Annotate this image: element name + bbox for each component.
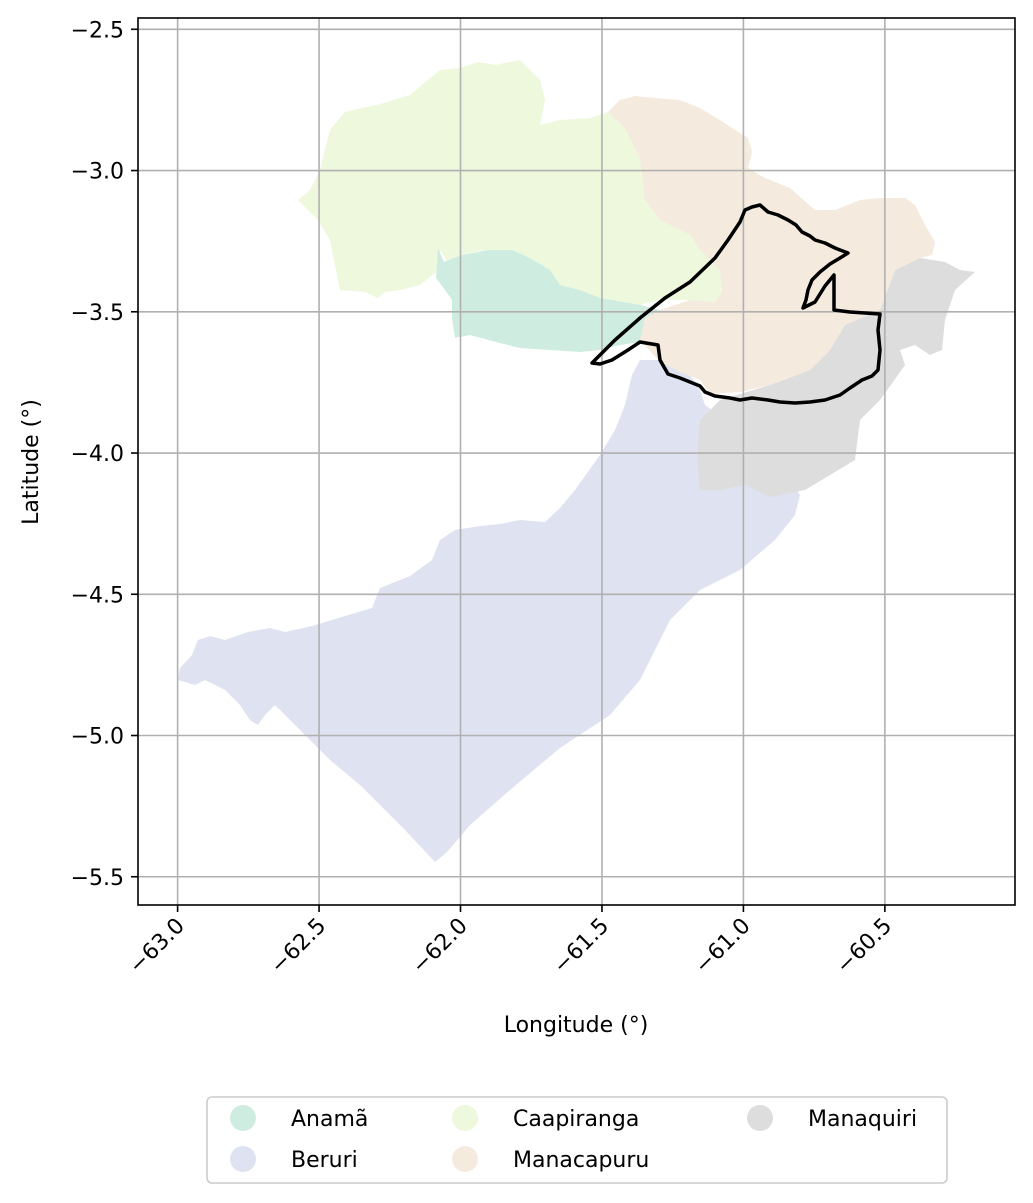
x-tick-label: −62.0 <box>407 914 472 979</box>
x-axis-ticks: −63.0 −62.5 −62.0 −61.5 −61.0 −60.5 <box>124 905 897 979</box>
x-axis-title: Longitude (°) <box>504 1013 649 1038</box>
y-tick-label: −3.5 <box>71 301 124 326</box>
x-tick-label: −61.5 <box>549 914 614 979</box>
x-tick-label: −62.5 <box>266 914 331 979</box>
y-axis-ticks: −2.5 −3.0 −3.5 −4.0 −4.5 −5.0 −5.5 <box>71 18 138 891</box>
y-axis-title: Latitude (°) <box>19 399 44 525</box>
x-tick-label: −61.0 <box>690 914 755 979</box>
legend: Anamã Beruri Caapiranga Manacapuru Manaquiri <box>206 1096 948 1184</box>
legend-label: Caapiranga <box>513 1107 639 1132</box>
y-tick-label: −4.0 <box>71 442 124 467</box>
region-beruri <box>178 360 800 862</box>
grid <box>138 18 1015 905</box>
legend-label: Beruri <box>291 1148 358 1173</box>
region-anama <box>436 248 665 352</box>
legend-label: Manacapuru <box>513 1148 649 1173</box>
y-tick-label: −5.5 <box>71 866 124 891</box>
legend-marker <box>452 1146 478 1172</box>
y-tick-label: −2.5 <box>71 18 124 43</box>
region-layer <box>178 60 975 862</box>
legend-marker <box>452 1105 478 1131</box>
legend-label: Manaquiri <box>808 1107 917 1132</box>
y-tick-label: −5.0 <box>71 725 124 750</box>
x-tick-label: −63.0 <box>124 914 189 979</box>
legend-marker <box>230 1105 256 1131</box>
legend-label: Anamã <box>291 1107 368 1132</box>
y-tick-label: −4.5 <box>71 583 124 608</box>
plot-frame <box>137 17 1016 906</box>
x-tick-label: −60.5 <box>832 914 897 979</box>
region-caapiranga <box>298 60 722 305</box>
region-manaquiri <box>697 258 975 497</box>
legend-marker <box>747 1105 773 1131</box>
y-tick-label: −3.0 <box>71 160 124 185</box>
legend-marker <box>230 1146 256 1172</box>
highlight-outline <box>590 203 882 405</box>
